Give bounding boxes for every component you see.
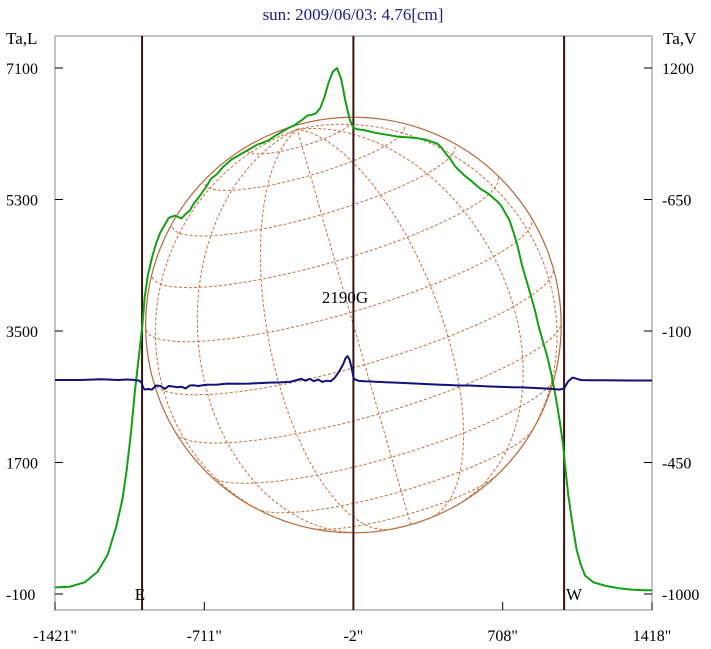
left-tick-label: 3500 [6,324,38,341]
polarization-line [55,355,652,391]
x-tick-label: -1421" [33,628,77,645]
peak-annotation: 2190G [322,288,368,307]
parallel-line [313,475,497,530]
limb-markers [141,36,566,610]
total-intensity-line [54,67,652,592]
meridian-line [297,127,524,504]
meridian-line [297,123,558,447]
parallel-line [378,512,443,532]
parallel-line [256,429,534,514]
right-tick-label: -1000 [662,587,699,604]
left-tick-label: 1700 [6,456,38,473]
east-label: E [135,585,145,604]
parallel-line [211,378,555,484]
parallel-line [153,267,554,396]
right-tick-label: -450 [662,456,691,473]
x-tick-label: 708" [487,628,518,645]
meridian-line [154,128,298,518]
left-tick-label: 5300 [6,193,38,210]
x-tick-label: -2" [343,628,363,645]
right-tick-label: -650 [662,193,691,210]
axis-ticks: 7100 5300 3500 1700 -100 1200 -650 -100 -450 -100… [6,61,699,645]
west-label: W [566,585,583,604]
left-tick-label: -100 [6,587,35,604]
parallel-line [171,145,456,237]
right-tick-label: -100 [662,324,691,341]
x-tick-label: 1418" [633,628,672,645]
left-tick-label: 7100 [6,61,38,78]
meridian-line [297,128,465,517]
parallel-line [145,218,533,343]
parallel-line [175,322,562,444]
chart-title: sun: 2009/06/03: 4.76[cm] [263,5,444,24]
meridian-line [196,128,357,534]
right-tick-label: 1200 [662,61,694,78]
series-lines [54,67,652,592]
meridian-line [259,128,388,531]
parallel-line [151,177,499,289]
meridian-line [296,129,412,525]
x-tick-label: -711" [187,628,222,645]
left-axis-label: Ta,L [6,29,37,48]
parallel-line [246,121,352,155]
right-axis-label: Ta,V [663,29,697,48]
